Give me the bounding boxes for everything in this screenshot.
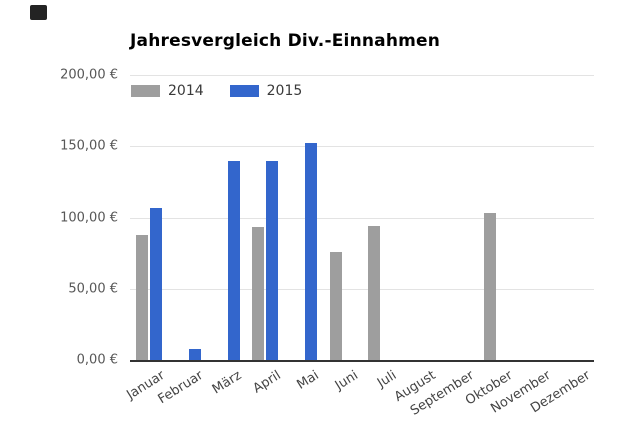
legend-swatch-2015 <box>229 85 259 97</box>
gridline <box>130 75 594 76</box>
month-group-januar <box>130 75 169 360</box>
month-group-juni <box>323 75 362 360</box>
bar-2015-januar[interactable] <box>150 207 163 360</box>
bar-2014-april[interactable] <box>252 227 265 360</box>
bar-2015-märz[interactable] <box>227 160 240 360</box>
month-group-september <box>439 75 478 360</box>
month-group-november <box>517 75 556 360</box>
month-group-dezember <box>555 75 594 360</box>
month-group-februar <box>169 75 208 360</box>
month-group-mai <box>285 75 324 360</box>
bar-2014-juni[interactable] <box>329 251 342 360</box>
y-tick-label: 50,00 € <box>68 281 118 297</box>
gridline <box>130 146 594 148</box>
y-tick-label: 0,00 € <box>76 352 118 368</box>
window-corner-marker <box>30 5 47 20</box>
x-tick-label-märz: März <box>210 368 245 398</box>
bar-2014-januar[interactable] <box>136 234 149 360</box>
x-axis-labels: Januar Februar März April Mai Juni Juli August S… <box>124 361 594 433</box>
bars-layer <box>130 75 594 360</box>
gridline <box>130 217 594 219</box>
legend-item-2014: 2014 <box>131 83 204 99</box>
chart-title: Jahresvergleich Div.-Einnahmen <box>130 31 441 51</box>
x-tick-label-juni: Juni <box>332 368 361 394</box>
month-group-august <box>401 75 440 360</box>
plot-area: 200,00 € 150,00 € 100,00 € 50,00 € 0,00 € 20… <box>60 68 594 368</box>
month-group-oktober <box>478 75 517 360</box>
month-group-april <box>246 75 285 360</box>
legend-label-2014: 2014 <box>168 83 204 99</box>
legend-label-2015: 2015 <box>266 83 303 99</box>
bar-2014-oktober[interactable] <box>484 213 497 360</box>
month-group-märz <box>207 75 246 360</box>
x-tick-label-juli: Juli <box>374 368 400 391</box>
legend-item-2015: 2015 <box>229 83 303 99</box>
bar-2014-juli[interactable] <box>368 226 381 360</box>
y-tick-label: 200,00 € <box>60 67 118 83</box>
y-tick-label: 100,00 € <box>60 210 118 225</box>
gridline <box>130 288 594 290</box>
month-group-juli <box>362 75 401 360</box>
x-tick-label-mai: Mai <box>294 368 322 393</box>
bar-2015-april[interactable] <box>266 160 279 360</box>
bar-2015-februar[interactable] <box>189 348 201 360</box>
y-tick-label: 150,00 € <box>60 138 118 154</box>
legend: 2014 2015 <box>131 83 302 99</box>
legend-swatch-2014 <box>131 85 160 97</box>
bar-2015-mai[interactable] <box>305 143 318 360</box>
x-tick-label-april: April <box>250 368 284 397</box>
